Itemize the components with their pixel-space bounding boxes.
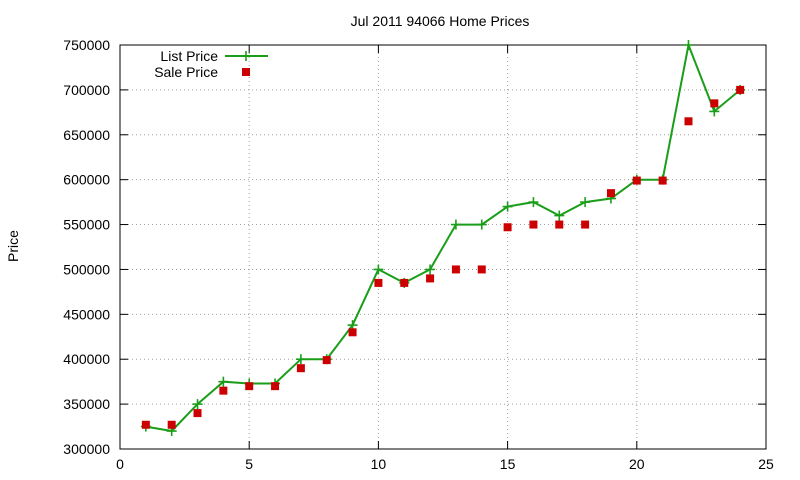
legend-label: List Price: [160, 48, 218, 64]
series-layer: [140, 40, 746, 437]
sale-price-point: [555, 220, 564, 229]
sale-price-point: [451, 265, 460, 274]
y-tick-label: 550000: [63, 217, 110, 233]
chart-title: Jul 2011 94066 Home Prices: [351, 13, 530, 29]
list-price-line: [145, 41, 741, 433]
plot-frame: [119, 44, 767, 450]
x-tick-label: 20: [629, 456, 645, 472]
legend-swatch-marker: [242, 68, 250, 76]
sale-price-point: [219, 386, 228, 395]
y-axis-label: Price: [5, 230, 21, 262]
plot-border: [119, 44, 767, 450]
y-tick-label: 500000: [63, 261, 110, 277]
legend-label: Sale Price: [154, 64, 218, 80]
sale-price-point: [529, 220, 538, 229]
sale-price-point: [477, 265, 486, 274]
y-tick-label: 750000: [63, 37, 110, 53]
sale-price-point: [503, 223, 512, 232]
y-tick-label: 450000: [63, 306, 110, 322]
sale-price-point: [658, 176, 667, 185]
sale-price-point: [296, 364, 305, 373]
x-tick-label: 0: [116, 456, 124, 472]
sale-price-point: [632, 176, 641, 185]
sale-price-point: [400, 278, 409, 287]
sale-price-point: [581, 220, 590, 229]
y-tick-label: 600000: [63, 172, 110, 188]
series-sale-price: [141, 85, 745, 429]
x-tick-label: 5: [245, 456, 253, 472]
sale-price-point: [426, 274, 435, 283]
x-tick-label: 10: [371, 456, 387, 472]
sale-price-point: [271, 382, 280, 391]
x-tick-label: 15: [500, 456, 516, 472]
series-list-price: [140, 40, 746, 437]
sale-price-point: [736, 85, 745, 94]
tick-labels: 300000 350000 400000 450000 500000 550000 6000…: [63, 37, 774, 472]
x-tick-label: 25: [758, 456, 774, 472]
y-tick-label: 300000: [63, 441, 110, 457]
sale-price-point: [710, 99, 719, 108]
y-tick-label: 350000: [63, 396, 110, 412]
sale-price-point: [606, 189, 615, 198]
sale-price-point: [193, 409, 202, 418]
sale-price-point: [322, 356, 331, 365]
sale-price-point: [348, 328, 357, 337]
y-tick-label: 700000: [63, 82, 110, 98]
sale-price-point: [684, 117, 693, 126]
sale-price-point: [245, 382, 254, 391]
y-tick-label: 400000: [63, 351, 110, 367]
sale-price-point: [141, 420, 150, 429]
sale-price-point: [374, 278, 383, 287]
sale-price-point: [167, 420, 176, 429]
y-tick-label: 650000: [63, 127, 110, 143]
